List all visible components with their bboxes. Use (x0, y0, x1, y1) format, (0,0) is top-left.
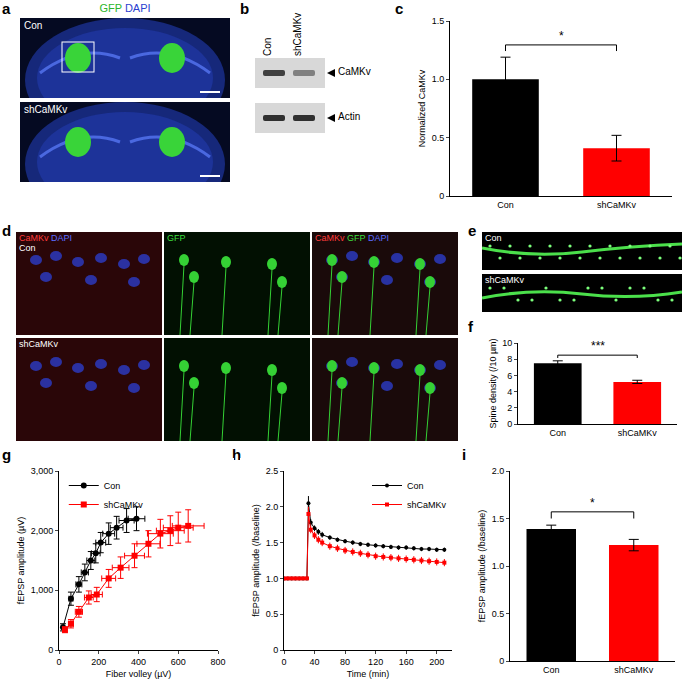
svg-text:1.5: 1.5 (266, 538, 279, 548)
html-text:Con: Con (19, 243, 36, 253)
svg-text:1.0: 1.0 (492, 561, 505, 571)
svg-text:10: 10 (502, 338, 512, 348)
svg-text:0: 0 (439, 191, 444, 201)
html-text:d: d (2, 222, 12, 239)
html-text:b: b (240, 0, 250, 17)
svg-text:Con: Con (497, 200, 514, 210)
svg-text:2.0: 2.0 (492, 466, 505, 476)
html-text:shCaMKv: shCaMKv (292, 12, 303, 56)
svg-text:0: 0 (507, 419, 512, 429)
html-text:f: f (468, 318, 473, 335)
svg-text:0.5: 0.5 (432, 133, 445, 143)
svg-text:0: 0 (499, 656, 504, 666)
svg-text:shCaMKv: shCaMKv (614, 665, 654, 675)
svg-text:0: 0 (273, 645, 278, 655)
svg-text:2: 2 (507, 403, 512, 413)
svg-text:0: 0 (281, 657, 286, 667)
svg-text:400: 400 (131, 657, 146, 667)
svg-text:*: * (559, 29, 564, 43)
svg-text:shCaMKv: shCaMKv (618, 428, 658, 438)
svg-text:4: 4 (507, 387, 512, 397)
svg-text:2.5: 2.5 (266, 466, 279, 476)
svg-text:3,000: 3,000 (31, 466, 54, 476)
svg-text:160: 160 (399, 657, 414, 667)
html-text:h: h (232, 446, 242, 463)
svg-text:6: 6 (507, 371, 512, 381)
svg-text:Con: Con (549, 428, 566, 438)
svg-text:200: 200 (429, 657, 444, 667)
svg-text:1.0: 1.0 (432, 74, 445, 84)
html-text:g: g (2, 446, 12, 463)
svg-text:Normalized CaMKv: Normalized CaMKv (417, 69, 427, 147)
svg-text:Time (min): Time (min) (347, 669, 390, 679)
svg-text:fEPSP amplitude (/baseline): fEPSP amplitude (/baseline) (251, 504, 261, 616)
svg-text:200: 200 (91, 657, 106, 667)
html-text:shCaMKv: shCaMKv (24, 104, 68, 115)
svg-text:fEPSP amplitude (/baseline): fEPSP amplitude (/baseline) (477, 510, 487, 622)
html-text:GFP: GFP (167, 233, 186, 243)
html-text:shCaMKv: shCaMKv (485, 275, 524, 285)
html-text:c: c (395, 0, 404, 17)
html-text:CaMKv DAPI: CaMKv DAPI (19, 233, 72, 243)
html-text:Con: Con (485, 233, 502, 243)
svg-text:1.5: 1.5 (432, 16, 445, 26)
svg-text:0: 0 (56, 657, 61, 667)
html-text:i: i (462, 446, 467, 463)
html-text:GFP DAPI: GFP DAPI (99, 2, 151, 14)
html-text:Con: Con (24, 20, 43, 31)
html-text:Actin: Actin (338, 111, 361, 122)
svg-text:2.0: 2.0 (266, 502, 279, 512)
svg-text:shCaMKv: shCaMKv (104, 500, 144, 510)
svg-text:Con: Con (543, 665, 560, 675)
svg-text:fEPSP amplitude (µV): fEPSP amplitude (µV) (16, 517, 26, 605)
svg-text:0: 0 (48, 645, 53, 655)
html-text:shCaMKv: shCaMKv (19, 339, 58, 349)
svg-text:8: 8 (507, 354, 512, 364)
svg-text:800: 800 (210, 657, 225, 667)
svg-text:2,000: 2,000 (31, 526, 54, 536)
html-text:CaMKv GFP DAPI: CaMKv GFP DAPI (315, 233, 389, 243)
svg-text:1.5: 1.5 (492, 514, 505, 524)
svg-text:***: *** (591, 339, 605, 353)
svg-text:Con: Con (104, 481, 121, 491)
svg-text:Con: Con (407, 481, 424, 491)
svg-text:*: * (590, 496, 595, 510)
svg-text:80: 80 (340, 657, 350, 667)
svg-text:0.5: 0.5 (266, 609, 279, 619)
svg-text:0.5: 0.5 (492, 609, 505, 619)
svg-text:600: 600 (171, 657, 186, 667)
svg-text:40: 40 (310, 657, 320, 667)
svg-text:1.0: 1.0 (266, 574, 279, 584)
html-text:Con: Con (262, 37, 273, 56)
svg-text:shCaMKv: shCaMKv (597, 200, 637, 210)
html-text:e: e (468, 222, 477, 239)
svg-text:Spine density (/10 µm): Spine density (/10 µm) (488, 338, 498, 428)
svg-text:1,000: 1,000 (31, 585, 54, 595)
html-text:CaMKv: CaMKv (338, 66, 371, 77)
svg-text:120: 120 (368, 657, 383, 667)
svg-text:shCaMKv: shCaMKv (407, 500, 447, 510)
svg-text:Fiber volley (µV): Fiber volley (µV) (106, 669, 172, 679)
html-text:a: a (2, 0, 11, 17)
